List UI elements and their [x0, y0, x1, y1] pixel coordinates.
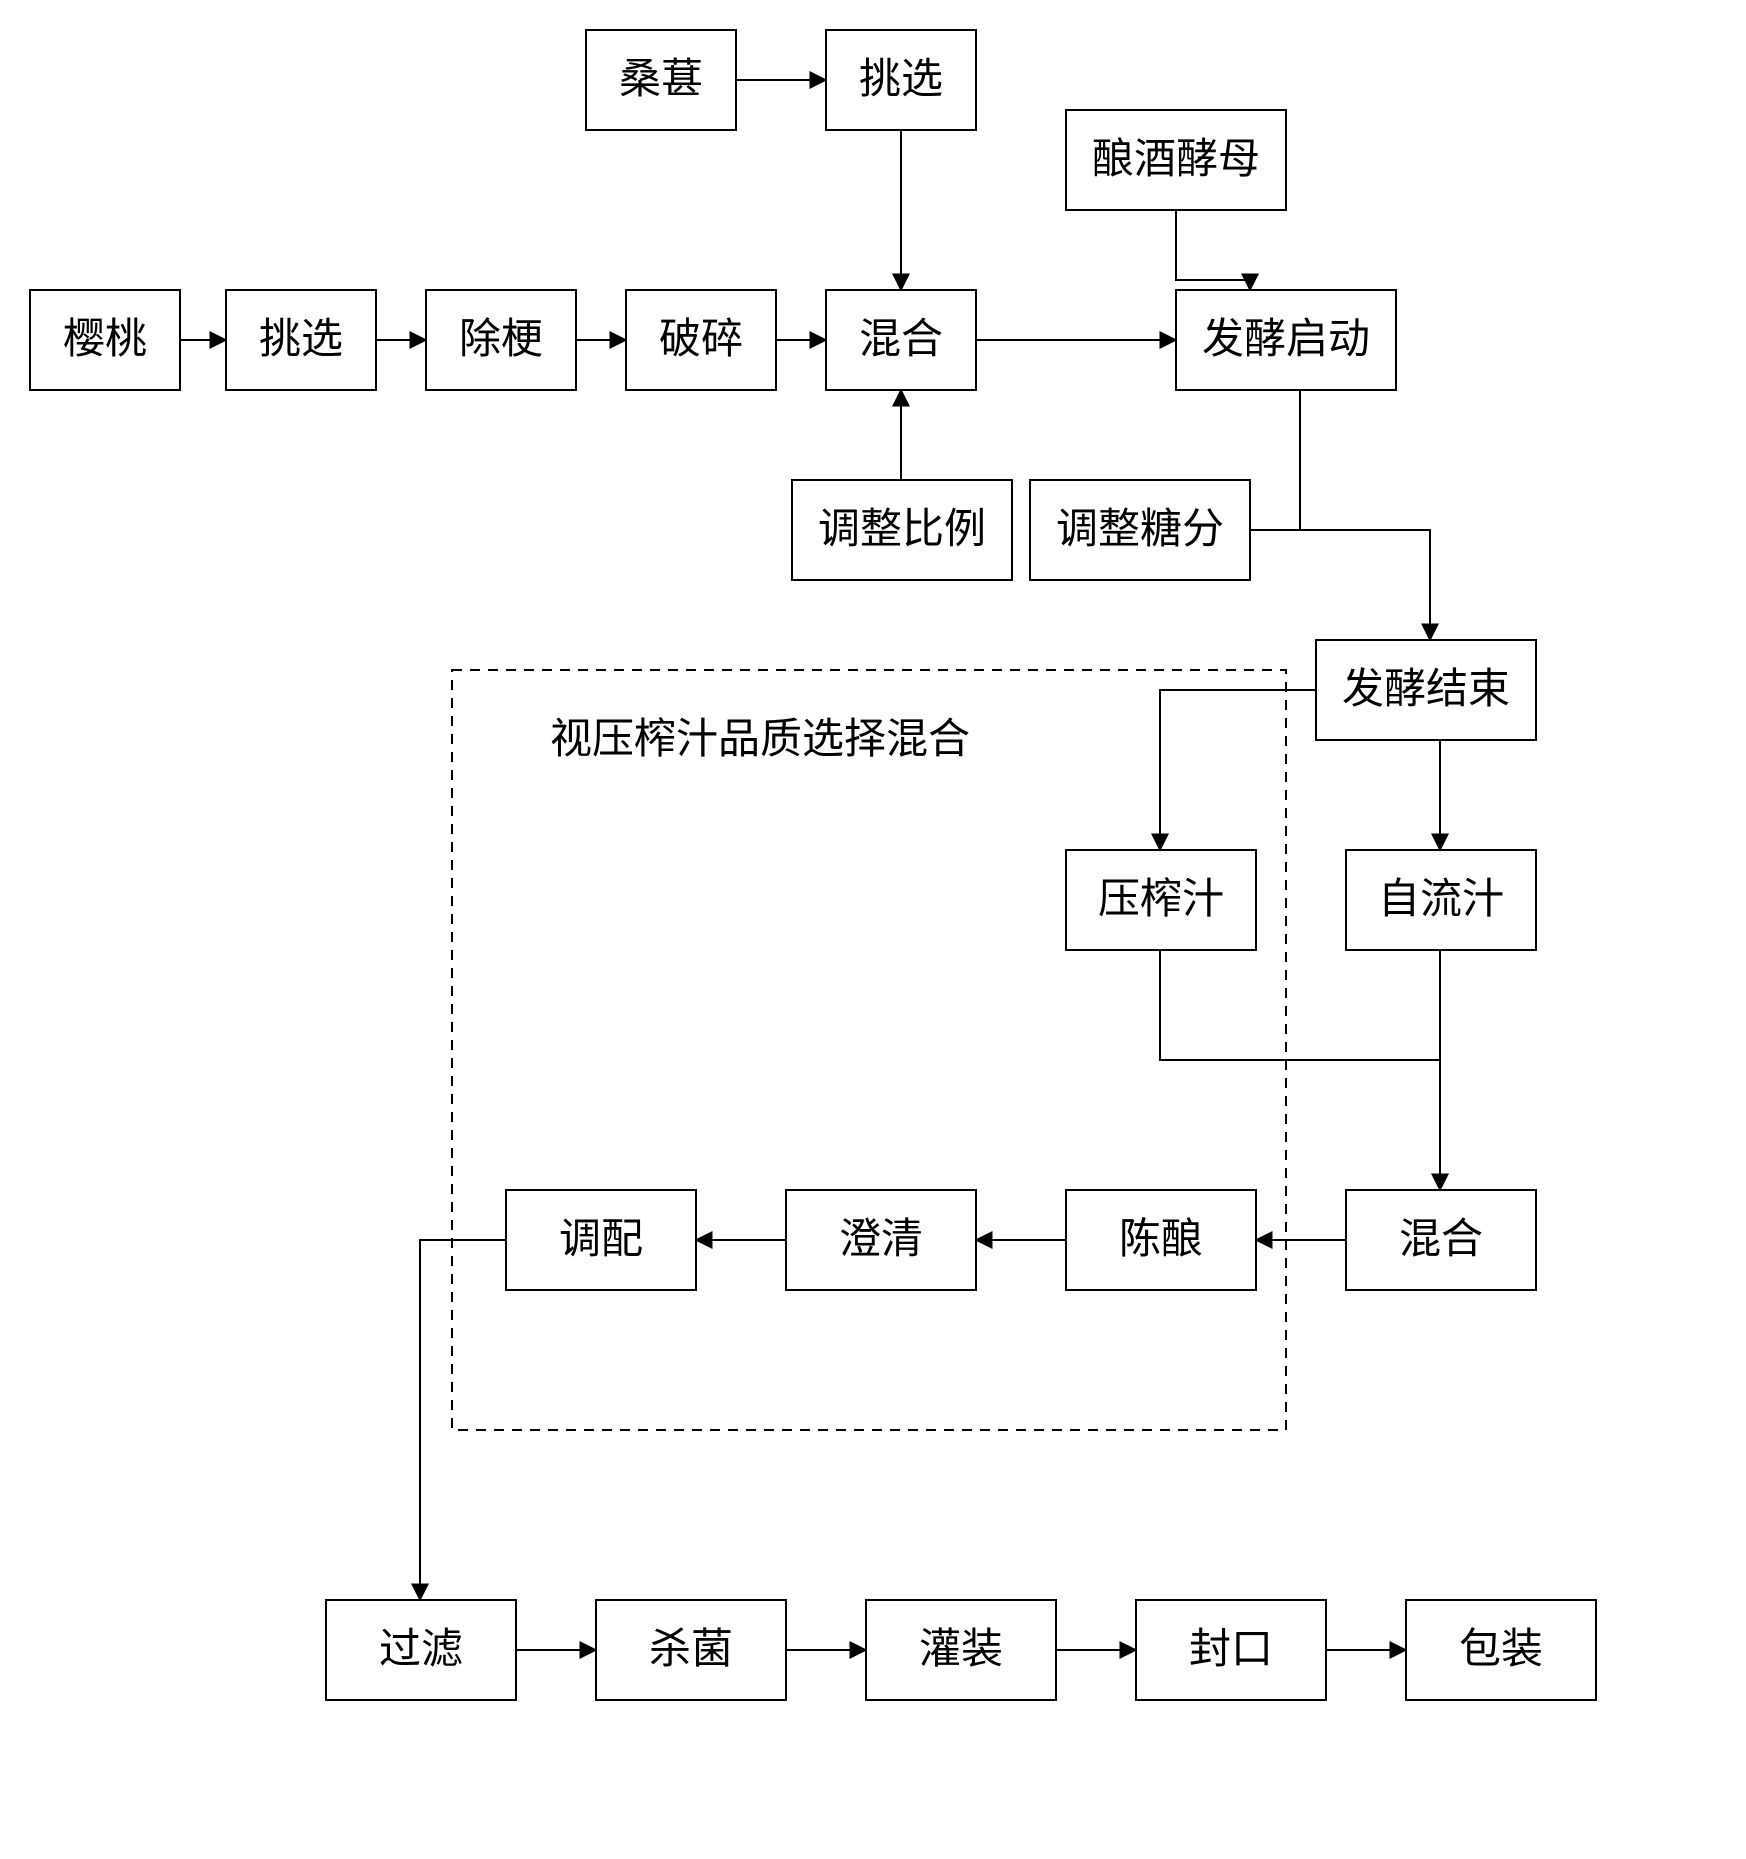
node-hunhe2-label: 混合 — [1399, 1217, 1483, 1263]
node-guanzhuang-label: 灌装 — [919, 1627, 1003, 1673]
node-baozhuang-label: 包装 — [1459, 1627, 1543, 1673]
node-tiaopei-label: 调配 — [559, 1217, 643, 1263]
flowchart-canvas: 视压榨汁品质选择混合桑葚挑选酿酒酵母樱桃挑选除梗破碎混合发酵启动调整比例调整糖分… — [0, 0, 1746, 1859]
edge-fajiao_qd-fajiao_js — [1300, 390, 1430, 640]
dashed-group-label: 视压榨汁品质选择混合 — [550, 716, 970, 763]
node-fajiao_js-label: 发酵结束 — [1342, 667, 1510, 713]
node-chugeng-label: 除梗 — [459, 316, 543, 363]
node-ziliuzhi-label: 自流汁 — [1378, 877, 1504, 923]
node-tzbili-label: 调整比例 — [818, 507, 986, 553]
node-shajun-label: 杀菌 — [649, 1627, 733, 1673]
node-sangshen-label: 桑葚 — [619, 57, 703, 103]
edge-fajiao_js-yazhazhi — [1160, 690, 1316, 850]
node-yingtao-label: 樱桃 — [63, 317, 147, 363]
node-guolv-label: 过滤 — [379, 1627, 463, 1673]
node-fajiao_qd-label: 发酵启动 — [1202, 317, 1370, 363]
node-jiaomu-label: 酿酒酵母 — [1092, 136, 1260, 183]
edge-yazhazhi-hunhe2 — [1160, 950, 1440, 1060]
node-tiaoxuan_s-label: 挑选 — [859, 57, 943, 103]
node-chenniang-label: 陈酿 — [1119, 1216, 1203, 1263]
node-yazhazhi-label: 压榨汁 — [1098, 876, 1224, 923]
node-posui-label: 破碎 — [659, 317, 743, 363]
edge-tiaopei-guolv — [420, 1240, 506, 1600]
node-tiaoxuan_y-label: 挑选 — [259, 317, 343, 363]
node-hunhe1-label: 混合 — [859, 317, 943, 363]
node-fengkou-label: 封口 — [1189, 1627, 1273, 1673]
node-tztangfen-label: 调整糖分 — [1056, 507, 1224, 553]
node-chengqing-label: 澄清 — [839, 1217, 923, 1263]
edge-jiaomu-fajiao_qd — [1176, 210, 1250, 290]
